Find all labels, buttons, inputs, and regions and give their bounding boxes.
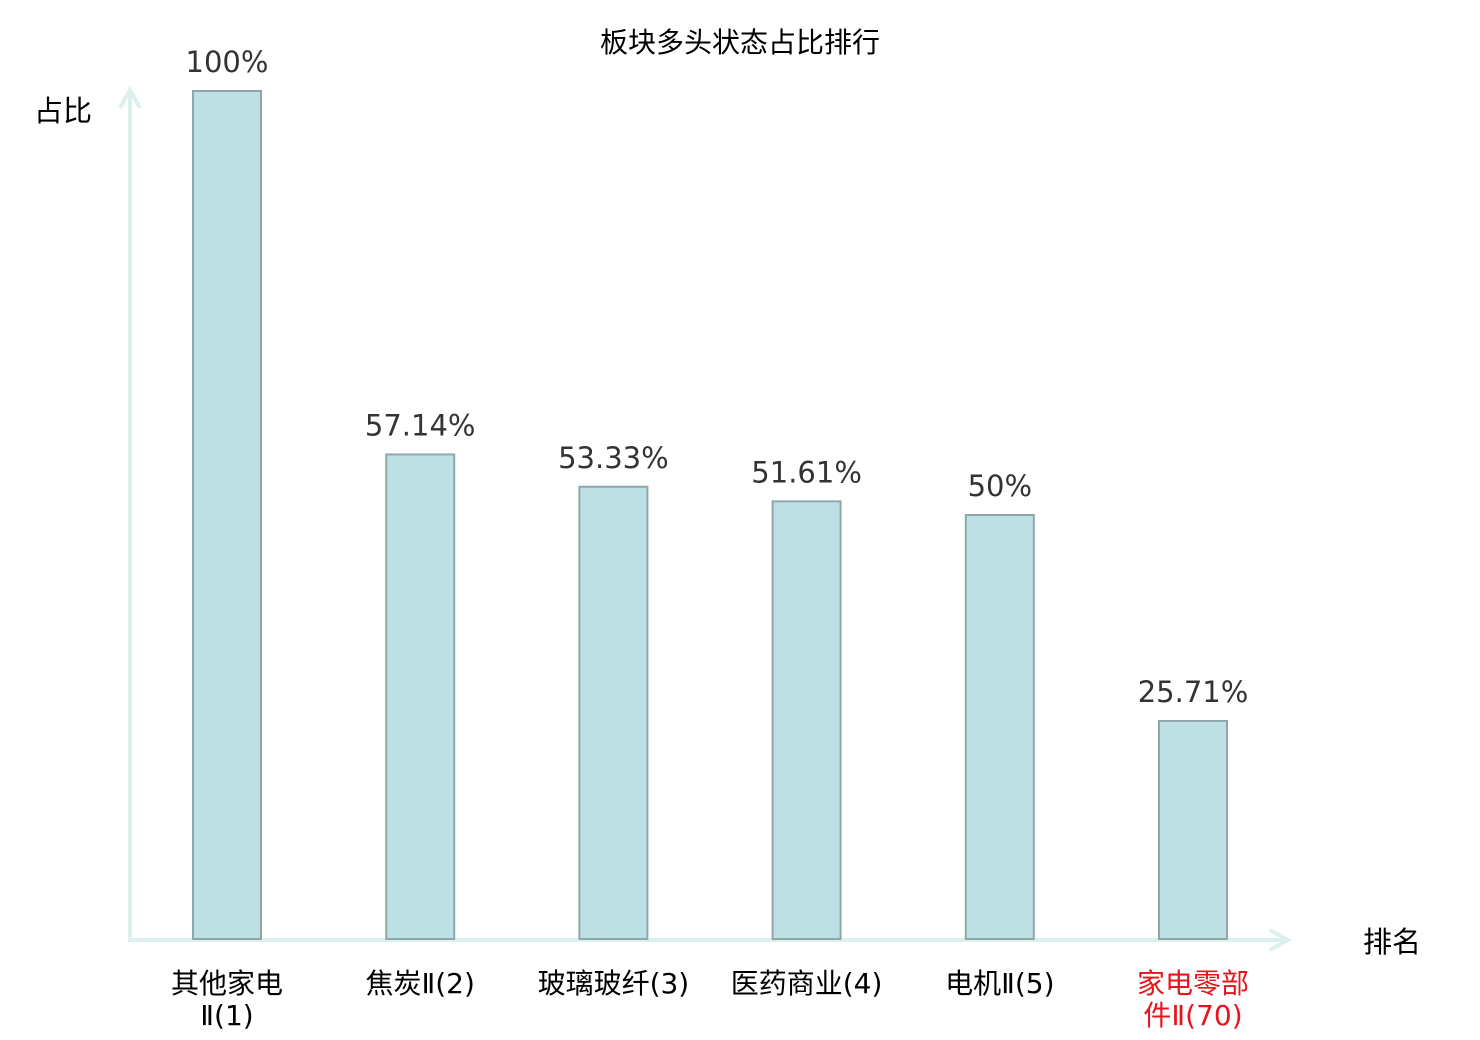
data-label: 51.61%: [751, 455, 862, 489]
bar: [192, 90, 262, 940]
bar: [1158, 719, 1228, 940]
data-label: 57.14%: [365, 408, 476, 442]
x-tick-label: 家电零部: [1137, 967, 1249, 1000]
data-label: 50%: [968, 469, 1032, 503]
y-axis: [118, 85, 142, 940]
y-axis-label: 占比: [34, 94, 92, 128]
x-axis-label: 排名: [1363, 925, 1421, 959]
bar: [964, 514, 1035, 940]
x-tick-label: 焦炭Ⅱ(2): [365, 967, 474, 1000]
data-label: 100%: [186, 45, 269, 79]
x-tick-label: 玻璃玻纤(3): [538, 967, 690, 1000]
data-label: 53.33%: [558, 441, 669, 475]
x-axis: [128, 928, 1293, 952]
chart-title: 板块多头状态占比排行: [600, 26, 880, 59]
data-label: 25.71%: [1138, 675, 1249, 709]
x-tick-label: Ⅱ(1): [200, 999, 253, 1032]
bar: [385, 453, 456, 940]
x-tick-label: 其他家电: [171, 967, 283, 1000]
x-tick-label: 件Ⅱ(70): [1143, 999, 1242, 1032]
bar: [578, 485, 649, 940]
x-tick-label: 电机Ⅱ(5): [945, 967, 1054, 1000]
bar: [771, 500, 842, 940]
x-tick-label: 医药商业(4): [731, 967, 883, 1000]
